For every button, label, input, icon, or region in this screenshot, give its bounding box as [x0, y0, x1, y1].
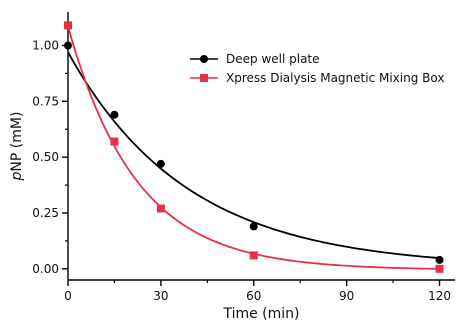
data-point-series-0: [249, 222, 258, 231]
x-tick-label: 90: [339, 289, 354, 303]
data-point-series-1: [249, 251, 258, 260]
x-tick-label: 60: [246, 289, 261, 303]
data-point-series-0: [435, 255, 444, 264]
data-point-series-1: [64, 21, 72, 30]
y-axis-title: pNP (mM): [9, 112, 25, 182]
data-point-series-1: [435, 264, 444, 273]
y-tick-label: 0.75: [32, 94, 59, 108]
fit-curve-series-0: [67, 51, 440, 259]
y-tick-label: 0.00: [32, 262, 59, 276]
y-tick-label: 0.25: [32, 206, 59, 220]
x-tick-label: 120: [428, 289, 451, 303]
legend-marker-circle: [200, 55, 208, 63]
legend-marker-square: [200, 74, 208, 82]
legend-item-xpress: Xpress Dialysis Magnetic Mixing Box: [190, 71, 444, 85]
y-axis-title-rest: NP (mM): [9, 112, 25, 172]
data-point-series-0: [156, 159, 165, 168]
y-axis-title-italic: p: [9, 171, 25, 181]
x-ticks: 0 30 60 90 120: [64, 280, 451, 303]
legend-item-deep-well: Deep well plate: [190, 52, 320, 66]
x-axis-title: Time (min): [222, 306, 299, 322]
x-tick-label: 30: [153, 289, 168, 303]
data-point-series-0: [64, 41, 72, 50]
legend-label: Xpress Dialysis Magnetic Mixing Box: [226, 71, 444, 85]
legend-label: Deep well plate: [226, 52, 320, 66]
data-points: [64, 21, 444, 273]
axes: 0 30 60 90 120 0.00 0.25 0.50 0.75 1.00: [32, 12, 455, 303]
y-ticks: 0.00 0.25 0.50 0.75 1.00: [32, 39, 68, 276]
data-point-series-1: [156, 204, 165, 213]
y-tick-label: 1.00: [32, 39, 59, 53]
data-point-series-1: [110, 137, 119, 146]
data-point-series-0: [110, 110, 119, 119]
legend: Deep well plate Xpress Dialysis Magnetic…: [190, 52, 444, 85]
x-tick-label: 0: [64, 289, 72, 303]
y-tick-label: 0.50: [32, 150, 59, 164]
